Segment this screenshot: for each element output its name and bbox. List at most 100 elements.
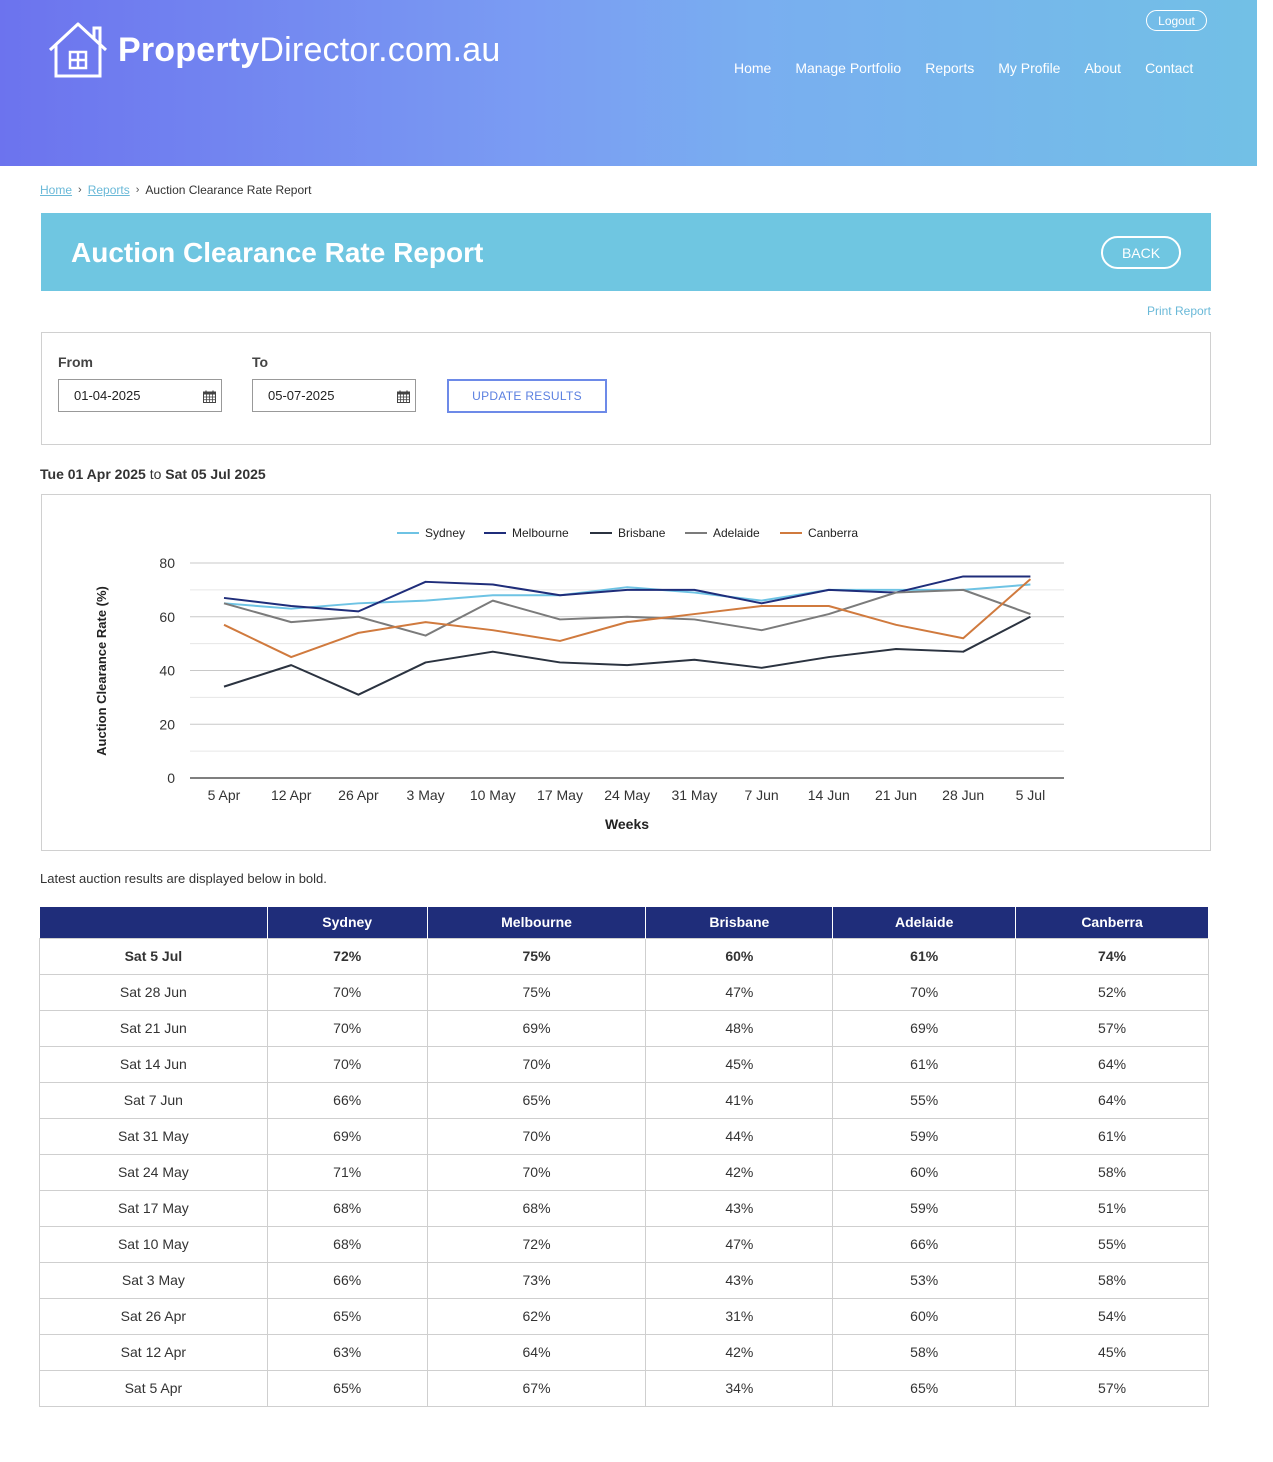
nav-home[interactable]: Home: [734, 60, 772, 76]
table-cell-value: 66%: [266, 1261, 428, 1299]
table-row: Sat 3 May 66% 73% 43% 53% 58%: [39, 1261, 1209, 1299]
x-axis-title: Weeks: [605, 816, 649, 832]
chart-container: 0 20 40 60 80 5 Apr 12 Apr 26 Apr 3 May 10 May 17 …: [41, 494, 1211, 851]
logo-text-bold: Property: [118, 31, 260, 69]
x-tick-label: 14 Jun: [808, 787, 850, 803]
table-cell-value: 52%: [1015, 973, 1209, 1011]
range-end: Sat 05 Jul 2025: [165, 466, 266, 482]
breadcrumb-current: Auction Clearance Rate Report: [145, 183, 312, 197]
table-cell-value: 51%: [1015, 1189, 1209, 1227]
range-start: Tue 01 Apr 2025: [40, 466, 146, 482]
legend-label-adelaide: Adelaide: [713, 526, 760, 540]
table-cell-value: 43%: [645, 1261, 834, 1299]
column-header-canberra: Canberra: [1015, 907, 1209, 938]
page-title: Auction Clearance Rate Report: [71, 237, 484, 268]
x-tick-label: 5 Jul: [1016, 787, 1046, 803]
table-cell-value: 59%: [832, 1117, 1017, 1155]
table-cell-date: Sat 12 Apr: [39, 1333, 268, 1371]
column-header-brisbane: Brisbane: [645, 907, 834, 938]
table-cell-value: 65%: [426, 1081, 647, 1119]
results-note: Latest auction results are displayed bel…: [40, 871, 327, 886]
table-cell-value: 60%: [645, 937, 834, 975]
table-cell-value: 70%: [266, 973, 428, 1011]
series-line-adelaide: [223, 588, 1031, 637]
site-logo[interactable]: PropertyDirector.com.au: [46, 20, 501, 80]
table-cell-value: 68%: [266, 1225, 428, 1263]
table-cell-value: 64%: [1015, 1045, 1209, 1083]
to-date-value: 05-07-2025: [268, 388, 335, 403]
table-cell-value: 59%: [832, 1189, 1017, 1227]
x-tick-label: 12 Apr: [271, 787, 312, 803]
table-cell-value: 65%: [266, 1369, 428, 1407]
table-cell-value: 63%: [266, 1333, 428, 1371]
column-header-date: [39, 907, 268, 938]
table-cell-value: 61%: [832, 1045, 1017, 1083]
table-cell-value: 69%: [266, 1117, 428, 1155]
nav-manage-portfolio[interactable]: Manage Portfolio: [795, 60, 902, 76]
series-line-melbourne: [223, 575, 1031, 613]
table-cell-value: 72%: [426, 1225, 647, 1263]
legend-label-canberra: Canberra: [808, 526, 858, 540]
table-cell-value: 68%: [426, 1189, 647, 1227]
table-cell-value: 60%: [832, 1153, 1017, 1191]
from-date-input[interactable]: 01-04-2025: [58, 379, 222, 412]
table-header-row: Sydney Melbourne Brisbane Adelaide Canberra: [39, 907, 1209, 938]
table-cell-value: 67%: [426, 1369, 647, 1407]
table-cell-value: 70%: [426, 1153, 647, 1191]
breadcrumb-reports[interactable]: Reports: [87, 183, 130, 197]
table-row: Sat 21 Jun 70% 69% 48% 69% 57%: [39, 1009, 1209, 1047]
nav-my-profile[interactable]: My Profile: [998, 60, 1061, 76]
logout-button[interactable]: Logout: [1146, 10, 1207, 31]
update-results-button[interactable]: UPDATE RESULTS: [447, 379, 607, 413]
table-cell-value: 65%: [266, 1297, 428, 1335]
column-header-adelaide: Adelaide: [832, 907, 1017, 938]
table-cell-value: 42%: [645, 1153, 834, 1191]
y-tick-label: 0: [167, 770, 175, 786]
table-cell-date: Sat 5 Apr: [39, 1369, 268, 1407]
table-cell-value: 73%: [426, 1261, 647, 1299]
table-cell-value: 58%: [832, 1333, 1017, 1371]
breadcrumb-home[interactable]: Home: [40, 183, 73, 197]
table-cell-value: 70%: [426, 1117, 647, 1155]
table-cell-value: 70%: [832, 973, 1017, 1011]
range-connector: to: [149, 466, 162, 482]
date-filter-panel: From 01-04-2025 To 05-07-2025: [41, 332, 1211, 445]
x-tick-label: 17 May: [537, 787, 583, 803]
x-tick-label: 31 May: [671, 787, 717, 803]
table-cell-date: Sat 3 May: [39, 1261, 268, 1299]
y-tick-label: 40: [159, 663, 175, 679]
table-cell-value: 42%: [645, 1333, 834, 1371]
table-cell-value: 57%: [1015, 1009, 1209, 1047]
to-label: To: [252, 354, 269, 370]
back-button[interactable]: BACK: [1101, 236, 1181, 269]
x-tick-label: 3 May: [407, 787, 445, 803]
table-row: Sat 5 Jul 72% 75% 60% 61% 74%: [39, 937, 1209, 975]
x-tick-label: 10 May: [470, 787, 516, 803]
table-cell-value: 75%: [426, 973, 647, 1011]
nav-about[interactable]: About: [1084, 60, 1122, 76]
table-cell-value: 74%: [1015, 937, 1209, 975]
table-cell-date: Sat 7 Jun: [39, 1081, 268, 1119]
table-cell-value: 64%: [1015, 1081, 1209, 1119]
to-date-input[interactable]: 05-07-2025: [252, 379, 416, 412]
nav-contact[interactable]: Contact: [1145, 60, 1194, 76]
table-row: Sat 24 May 71% 70% 42% 60% 58%: [39, 1153, 1209, 1191]
table-cell-value: 68%: [266, 1189, 428, 1227]
column-header-sydney: Sydney: [267, 907, 428, 938]
table-cell-date: Sat 10 May: [39, 1225, 268, 1263]
date-range-summary: Tue 01 Apr 2025 to Sat 05 Jul 2025: [40, 466, 266, 482]
table-cell-value: 58%: [1015, 1261, 1209, 1299]
table-cell-value: 41%: [645, 1081, 834, 1119]
table-cell-date: Sat 17 May: [39, 1189, 268, 1227]
calendar-icon[interactable]: [203, 390, 216, 403]
x-tick-label: 21 Jun: [875, 787, 917, 803]
table-cell-date: Sat 14 Jun: [39, 1045, 268, 1083]
legend-label-brisbane: Brisbane: [618, 526, 666, 540]
table-cell-value: 45%: [1015, 1333, 1209, 1371]
print-report-link[interactable]: Print Report: [1146, 304, 1211, 318]
table-cell-value: 69%: [832, 1009, 1017, 1047]
legend-label-sydney: Sydney: [425, 526, 465, 540]
y-tick-label: 60: [159, 609, 175, 625]
nav-reports[interactable]: Reports: [925, 60, 975, 76]
calendar-icon[interactable]: [397, 390, 410, 403]
